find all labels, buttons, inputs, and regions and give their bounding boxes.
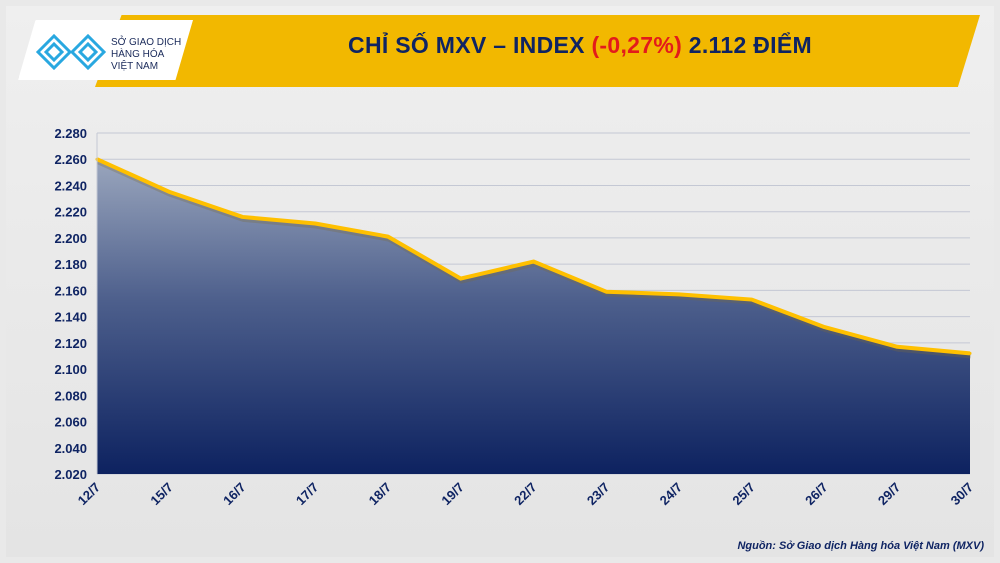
y-tick-label: 2.240 xyxy=(54,178,87,193)
data-point xyxy=(968,351,972,355)
area-fill xyxy=(97,159,970,474)
y-tick-label: 2.260 xyxy=(54,152,87,167)
y-tick-label: 2.140 xyxy=(54,310,87,325)
y-tick-label: 2.040 xyxy=(54,441,87,456)
y-tick-label: 2.280 xyxy=(54,126,87,141)
y-tick-label: 2.180 xyxy=(54,257,87,272)
data-point xyxy=(386,235,390,239)
x-tick-label: 25/7 xyxy=(729,480,758,509)
y-tick-label: 2.200 xyxy=(54,231,87,246)
y-tick-label: 2.220 xyxy=(54,205,87,220)
y-tick-label: 2.100 xyxy=(54,362,87,377)
x-tick-label: 17/7 xyxy=(293,480,322,509)
mxv-logo-icon xyxy=(36,34,106,70)
data-point xyxy=(823,325,826,329)
data-point xyxy=(313,221,317,225)
data-point xyxy=(677,292,681,296)
x-tick-label: 29/7 xyxy=(875,480,904,509)
y-tick-label: 2.060 xyxy=(54,415,87,430)
x-tick-label: 15/7 xyxy=(147,480,176,509)
logo-text: SỞ GIAO DỊCH HÀNG HÓA VIỆT NAM xyxy=(111,37,181,73)
x-tick-label: 12/7 xyxy=(75,480,104,509)
data-point xyxy=(750,298,754,302)
source-note: Nguồn: Sở Giao dịch Hàng hóa Việt Nam (M… xyxy=(737,540,984,552)
x-tick-label: 19/7 xyxy=(438,480,467,509)
chart-title: CHỈ SỐ MXV – INDEX (-0,27%) 2.112 ĐIỂM xyxy=(200,32,960,59)
x-tick-label: 26/7 xyxy=(802,480,831,509)
title-suffix: 2.112 ĐIỂM xyxy=(682,32,812,58)
x-tick-label: 30/7 xyxy=(948,480,977,509)
data-point xyxy=(532,260,535,264)
x-tick-label: 16/7 xyxy=(220,480,249,509)
title-change: (-0,27%) xyxy=(591,32,683,58)
y-tick-label: 2.160 xyxy=(54,283,87,298)
data-point xyxy=(895,345,899,349)
data-point xyxy=(241,215,244,219)
x-tick-label: 18/7 xyxy=(366,480,395,509)
x-tick-label: 22/7 xyxy=(511,480,540,509)
title-banner xyxy=(95,15,980,87)
y-tick-label: 2.020 xyxy=(54,467,87,482)
logo-line: VIỆT NAM xyxy=(111,61,159,72)
x-tick-label: 24/7 xyxy=(657,480,686,509)
y-tick-label: 2.120 xyxy=(54,336,87,351)
x-tick-label: 23/7 xyxy=(584,480,613,509)
logo-line: SỞ GIAO DỊCH xyxy=(111,37,182,48)
logo-line: HÀNG HÓA xyxy=(111,49,165,60)
y-tick-label: 2.080 xyxy=(54,388,87,403)
title-prefix: CHỈ SỐ MXV – INDEX xyxy=(348,32,592,58)
data-point xyxy=(604,290,608,294)
data-point xyxy=(459,277,463,281)
data-point xyxy=(168,190,172,194)
